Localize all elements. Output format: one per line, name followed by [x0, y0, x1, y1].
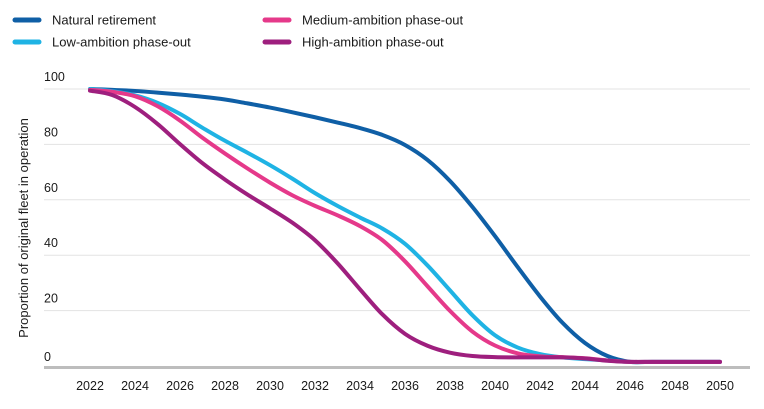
x-tick-label: 2028 — [211, 379, 239, 393]
y-tick-label: 20 — [44, 292, 58, 306]
x-tick-label: 2048 — [661, 379, 689, 393]
x-tick-label: 2036 — [391, 379, 419, 393]
legend-label: Low-ambition phase-out — [52, 35, 191, 50]
legend-item-low-ambition-phase-out: Low-ambition phase-out — [12, 35, 191, 50]
series-line-high-ambition-phase-out — [88, 88, 722, 364]
y-tick-label: 60 — [44, 181, 58, 195]
x-tick-label: 2034 — [346, 379, 374, 393]
series-lines — [88, 87, 722, 365]
y-axis-title: Proportion of original fleet in operatio… — [16, 118, 31, 338]
x-tick-label: 2044 — [571, 379, 599, 393]
series-line-low-ambition-phase-out — [88, 87, 722, 364]
series-line-natural-retirement — [88, 87, 722, 365]
x-tick-label: 2030 — [256, 379, 284, 393]
x-tick-label: 2040 — [481, 379, 509, 393]
series-line-medium-ambition-phase-out — [88, 87, 722, 364]
y-tick-label: 40 — [44, 236, 58, 250]
legend-label: High-ambition phase-out — [302, 35, 444, 50]
x-tick-label: 2024 — [121, 379, 149, 393]
x-tick-label: 2042 — [526, 379, 554, 393]
x-tick-label: 2022 — [76, 379, 104, 393]
x-tick-label: 2026 — [166, 379, 194, 393]
y-tick-label: 100 — [44, 70, 65, 84]
legend-item-medium-ambition-phase-out: Medium-ambition phase-out — [262, 13, 464, 28]
legend-label: Natural retirement — [52, 13, 156, 28]
legend-item-high-ambition-phase-out: High-ambition phase-out — [262, 35, 444, 50]
x-tick-label: 2046 — [616, 379, 644, 393]
y-tick-label: 0 — [44, 350, 51, 364]
y-axis: 0 20 40 60 80 100 — [44, 70, 65, 364]
gridlines — [44, 88, 750, 312]
y-tick-label: 80 — [44, 125, 58, 139]
legend-item-natural-retirement: Natural retirement — [12, 13, 156, 28]
x-tick-label: 2050 — [706, 379, 734, 393]
legend: Natural retirement Medium-ambition phase-… — [12, 13, 464, 50]
x-tick-label: 2038 — [436, 379, 464, 393]
legend-label: Medium-ambition phase-out — [302, 13, 464, 28]
x-tick-label: 2032 — [301, 379, 329, 393]
x-axis: 2022 2024 2026 2028 2030 2032 2034 2036 2038 2040… — [44, 366, 750, 393]
